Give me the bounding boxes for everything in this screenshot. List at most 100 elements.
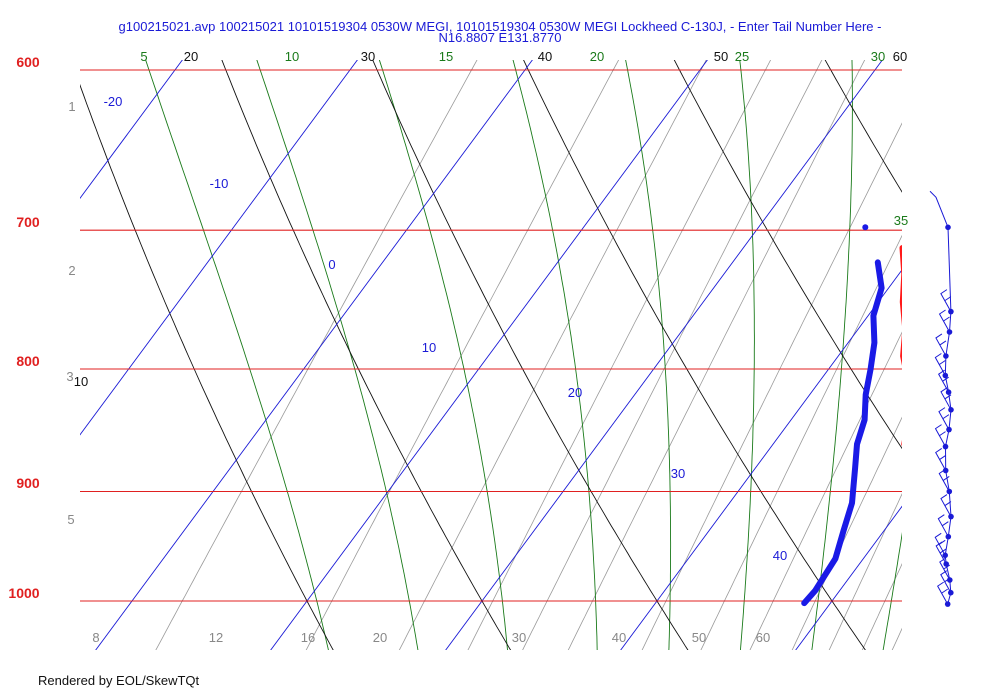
- wind-barb: [939, 557, 951, 581]
- wind-station-dot: [948, 589, 954, 596]
- sounding-profiles: [801, 224, 902, 607]
- wind-station-dot: [948, 513, 954, 520]
- wind-station-dot: [943, 561, 949, 567]
- wind-barb: [940, 494, 952, 517]
- pressure-label: 900: [16, 475, 40, 491]
- wind-station-dot: [944, 601, 951, 607]
- mixing-ratio-label: 1: [68, 99, 75, 114]
- wind-barb: [934, 532, 946, 556]
- dry-adiabat-label: 50: [714, 49, 728, 64]
- wind-barb: [939, 340, 947, 346]
- dry-adiabat: [372, 60, 689, 650]
- wind-barb: [943, 316, 950, 322]
- dewpoint-profile: [801, 259, 885, 607]
- dry-adiabat-label: 60: [893, 49, 907, 64]
- wind-barb: [940, 289, 952, 312]
- moist-adiabat-label: 35: [894, 213, 908, 228]
- dry-adiabat: [523, 60, 866, 650]
- isotherm-label: 40: [773, 548, 787, 563]
- mixing-ratio-line: [749, 331, 902, 650]
- wind-barb: [939, 548, 947, 554]
- dry-adiabat: [221, 60, 512, 650]
- moist-adiabat: [948, 0, 1000, 681]
- title-line-1: g100215021.avp 100215021 10101519304 053…: [119, 19, 882, 34]
- isotherm: [795, 505, 902, 650]
- wind-barb: [937, 369, 950, 393]
- mixing-ratio-line: [828, 493, 902, 650]
- isotherm-label: 20: [568, 385, 582, 400]
- pressure-label: 1000: [8, 585, 39, 601]
- dry-adiabats: [80, 60, 902, 650]
- wind-barb: [944, 296, 952, 302]
- wind-barb: [944, 394, 952, 400]
- mixing-ratio-line: [861, 563, 902, 650]
- mixing-ratio-line: [467, 60, 772, 650]
- wind-barb: [934, 424, 946, 447]
- wind-barb: [939, 360, 946, 365]
- pressure-label: 600: [16, 54, 40, 70]
- wind-barb: [942, 476, 950, 481]
- dry-adiabat: [824, 60, 902, 193]
- footer-credit: Rendered by EOL/SkewTQt: [38, 673, 200, 688]
- moist-adiabat: [882, 531, 902, 650]
- mixing-ratio-label: 2: [68, 263, 75, 278]
- dry-adiabat: [80, 83, 334, 650]
- mixing-ratio-line: [522, 60, 823, 650]
- isotherm: [95, 60, 533, 650]
- mixing-ratio-line: [641, 122, 902, 650]
- wind-station-dot: [945, 389, 952, 396]
- mixing-ratio-line: [891, 627, 902, 650]
- wind-barb: [942, 521, 949, 527]
- wind-barb: [938, 407, 950, 430]
- temperature-profile: [899, 244, 902, 447]
- mixing-ratio-label: 12: [209, 630, 223, 645]
- pressure-label: 800: [16, 353, 40, 369]
- isotherm-label: -10: [210, 176, 229, 191]
- isotherms: [0, 0, 902, 681]
- wind-barb: [934, 353, 946, 376]
- wind-barb: [942, 376, 949, 382]
- chart-title: g100215021.avp 100215021 10101519304 053…: [119, 19, 882, 45]
- wind-barb: [935, 541, 947, 565]
- wind-barb: [941, 588, 948, 594]
- isotherm: [270, 60, 708, 650]
- moist-adiabat-label: 5: [140, 49, 147, 64]
- moist-adiabat: [256, 60, 419, 650]
- mixing-ratio-label: 5: [67, 512, 74, 527]
- wind-barb: [940, 387, 952, 411]
- moist-adiabat: [739, 60, 755, 650]
- isotherm: [620, 269, 902, 650]
- isotherm-label: 30: [671, 466, 685, 481]
- mixing-ratio-label: 40: [612, 630, 626, 645]
- wind-barb: [937, 581, 949, 605]
- mixing-ratio-line: [700, 234, 902, 650]
- mixing-ratio-line: [398, 60, 707, 650]
- wind-barb: [935, 333, 947, 357]
- mixing-ratio-label: 60: [756, 630, 770, 645]
- wind-barb: [937, 514, 949, 537]
- moist-adiabat-label: 25: [735, 49, 749, 64]
- pressure-label: 700: [16, 214, 40, 230]
- moist-adiabat: [811, 60, 853, 650]
- wind-station-dot: [946, 488, 953, 495]
- wind-barb: [940, 570, 952, 593]
- wind-barb: [939, 431, 946, 437]
- moist-adiabat: [145, 60, 329, 650]
- moist-adiabat-label: 10: [285, 49, 299, 64]
- isotherm: [445, 60, 883, 650]
- isotherm: [0, 0, 53, 681]
- mixing-ratio-label: 20: [373, 630, 387, 645]
- mixing-ratio-line: [976, 0, 1000, 681]
- mixing-ratio-label: 16: [301, 630, 315, 645]
- mixing-ratio-line: [305, 60, 620, 650]
- mixing-ratio-lines: [155, 0, 1000, 681]
- dewpoint-point: [862, 224, 869, 231]
- mixing-ratio-line: [791, 416, 902, 650]
- isobars: [80, 69, 902, 602]
- isotherm: [80, 60, 358, 436]
- moist-adiabat: [625, 60, 672, 650]
- dry-adiabat-label: 40: [538, 49, 552, 64]
- wind-barb: [939, 455, 946, 460]
- moist-adiabat-label: 20: [590, 49, 604, 64]
